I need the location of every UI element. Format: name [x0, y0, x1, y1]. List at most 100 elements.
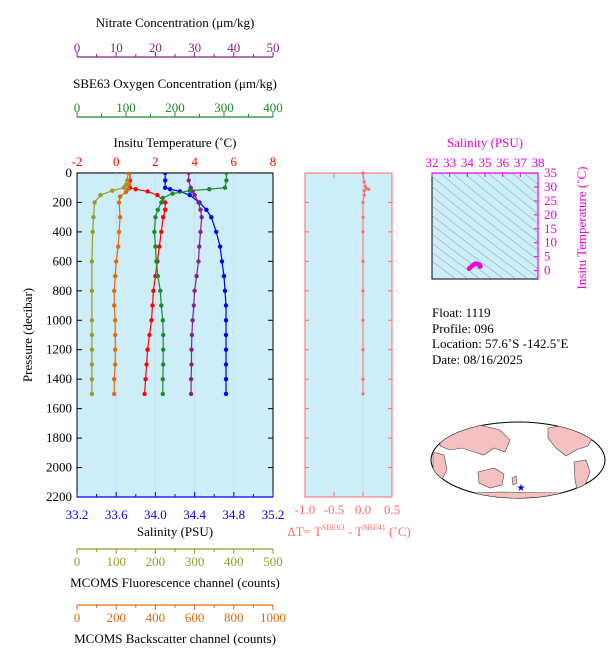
map-land-south-america [573, 459, 591, 495]
oxygen-point [158, 288, 163, 293]
density-contour [511, 173, 538, 195]
salinity-point [187, 192, 192, 198]
pressure-tick-label: 1000 [46, 312, 72, 327]
salinity-tick-label: 34.0 [144, 507, 167, 522]
density-contour [432, 205, 529, 279]
nitrate-point [191, 303, 196, 308]
float-info: Float: 1119 Profile: 096 Location: 57.6˚… [432, 305, 568, 367]
delta-t-plot-area [304, 172, 393, 498]
oxygen-point [170, 191, 175, 196]
nitrate-tick-label: 20 [149, 40, 162, 55]
ts-y-tick-label: 0 [544, 263, 551, 278]
nitrate-point [194, 273, 199, 279]
nitrate-point [196, 200, 201, 205]
density-contour [432, 215, 517, 279]
backscatter-point [113, 273, 118, 279]
delta-t-point [361, 215, 365, 219]
oxygen-point [207, 187, 212, 192]
temperature-point [144, 362, 149, 367]
pressure-axis: 0 200 400 600 800 1000 1200 1400 1600 1800 2000 220… [46, 165, 273, 504]
density-contour [432, 224, 505, 279]
oxygen-point [155, 273, 160, 279]
float-location: Location: 57.6˚S -142.5˚E [432, 336, 569, 351]
backscatter-point [113, 362, 118, 367]
density-contour [439, 173, 538, 252]
pressure-axis-label: Pressure (decibar) [20, 288, 35, 382]
temperature-point [133, 187, 138, 192]
ts-y-tick-label: 10 [544, 235, 557, 250]
density-contour [451, 173, 538, 243]
backscatter-point [112, 288, 117, 293]
fluorescence-point [90, 229, 95, 235]
oxygen-point [222, 185, 228, 190]
nitrate-point [189, 332, 195, 338]
salinity-tick-label: 33.6 [105, 507, 128, 522]
pressure-tick-label: 800 [53, 283, 73, 298]
backscatter-tick-label: 400 [146, 610, 166, 625]
pressure-tick-label: 400 [53, 224, 73, 239]
salinity-point [219, 259, 225, 264]
salinity-point [223, 391, 229, 397]
backscatter-point [127, 173, 133, 176]
float-location-marker: ★ [517, 483, 526, 494]
density-contour [487, 173, 538, 215]
backscatter-point [126, 182, 132, 187]
fluorescence-tick-label: 500 [263, 554, 283, 569]
delta-t-point [361, 377, 365, 381]
salinity-tick-label: 34.8 [222, 507, 245, 522]
fluorescence-point [89, 362, 95, 367]
oxygen-point [159, 303, 164, 308]
backscatter-tick-label: 800 [224, 610, 244, 625]
ts-x-tick-label: 38 [532, 155, 545, 170]
profile-date: Date: 08/16/2025 [432, 351, 523, 367]
salinity-axis-label: Salinity (PSU) [137, 524, 213, 539]
delta-t-label-a: ΔT= T [287, 524, 322, 539]
oxygen-axis-label: SBE63 Oxygen Concentration (μm/kg) [73, 76, 277, 91]
nitrate-point [199, 215, 204, 220]
nitrate-point [186, 173, 191, 176]
salinity-point [163, 173, 168, 176]
ts-x-tick-label: 36 [496, 155, 510, 170]
temperature-point [157, 244, 162, 249]
pressure-tick-label: 200 [53, 194, 73, 209]
nitrate-point [190, 318, 195, 323]
delta-t-tick-label: 0.0 [355, 502, 371, 517]
fluorescence-point [92, 200, 97, 205]
fluorescence-tick-label: 300 [185, 554, 205, 569]
ts-density-contours [432, 173, 538, 279]
pressure-tick-label: 600 [53, 253, 73, 268]
fluorescence-tick-label: 100 [106, 554, 126, 569]
fluorescence-point [91, 215, 96, 220]
density-contour [432, 195, 538, 278]
temperature-point [145, 347, 150, 352]
fluorescence-point [89, 377, 95, 382]
nitrate-point [192, 288, 197, 293]
density-contour [475, 173, 538, 224]
temperature-point [161, 215, 166, 220]
ts-x-tick-label: 37 [514, 155, 528, 170]
nitrate-point [198, 207, 203, 212]
oxygen-point [155, 207, 160, 212]
temperature-point [142, 391, 147, 397]
main-grid [115, 173, 235, 497]
fluorescence-tick-label: 400 [224, 554, 244, 569]
oxygen-tick-label: 100 [116, 100, 136, 115]
profile-number: Profile: 096 [432, 320, 494, 336]
salinity-point [222, 288, 228, 293]
salinity-point [221, 273, 227, 279]
oxygen-tick-label: 200 [165, 100, 185, 115]
delta-t-point [361, 259, 365, 263]
oxygen-point [152, 229, 157, 235]
temperature-point [159, 229, 164, 235]
density-contour [432, 252, 469, 279]
temperature-tick-label: 0 [113, 154, 120, 169]
pressure-tick-label: 1800 [46, 430, 72, 445]
float-id: Float: 1119 [432, 305, 491, 320]
fluorescence-point [125, 178, 130, 183]
backscatter-point [112, 377, 117, 382]
salinity-point [223, 362, 229, 367]
oxygen-point [160, 377, 165, 382]
backscatter-tick-label: 0 [74, 610, 81, 625]
temperature-point [163, 200, 168, 205]
